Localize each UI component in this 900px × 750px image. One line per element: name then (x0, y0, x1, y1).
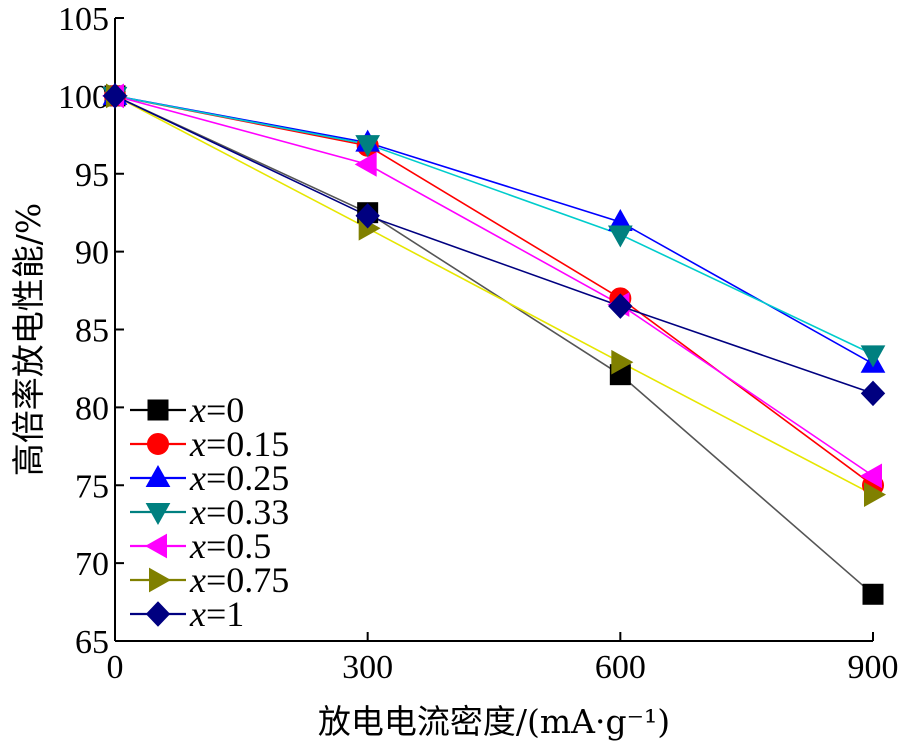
legend-item-4: x=0.5 (130, 526, 271, 566)
legend-label-6: x=1 (189, 594, 244, 634)
series-6-point-3 (860, 380, 886, 407)
legend-label-1: x=0.15 (189, 424, 289, 464)
y-tick-label-90: 90 (75, 235, 109, 272)
legend-label-value-3: =0.33 (206, 492, 289, 532)
series-line-5 (114, 95, 874, 496)
legend-label-value-1: =0.15 (206, 424, 289, 464)
legend-item-2: x=0.25 (130, 458, 289, 498)
legend-item-3: x=0.33 (130, 492, 289, 532)
series-markers (101, 82, 887, 605)
y-tick-label-85: 85 (75, 313, 109, 350)
y-tick-label-70: 70 (75, 546, 109, 583)
legend-marker-1 (147, 433, 169, 455)
series-5-point-2 (611, 349, 634, 375)
legend-label-var-3: x (189, 492, 206, 532)
series-3-point-3 (860, 345, 886, 368)
y-tick-label-105: 105 (58, 1, 109, 38)
legend-marker-0 (147, 399, 169, 421)
legend-marker-4 (144, 533, 167, 559)
y-tick-label-95: 95 (75, 157, 109, 194)
series-6-point-1 (355, 203, 380, 229)
x-tick-label-600: 600 (595, 649, 646, 686)
x-tick-label-900: 900 (848, 649, 899, 686)
legend-label-var-0: x (189, 390, 206, 430)
legend-item-0: x=0 (130, 390, 244, 430)
legend-label-4: x=0.5 (189, 526, 271, 566)
series-line-6 (114, 95, 874, 395)
series-3-point-1 (355, 135, 381, 158)
legend-label-var-5: x (189, 560, 206, 600)
legend-label-5: x=0.75 (189, 560, 289, 600)
x-tick-label-0: 0 (107, 649, 124, 686)
legend: x=0x=0.15x=0.25x=0.33x=0.5x=0.75x=1 (130, 390, 289, 634)
series-line-3 (114, 95, 874, 356)
legend-label-value-5: =0.75 (206, 560, 289, 600)
legend-marker-3 (145, 503, 171, 526)
series-line-2 (114, 95, 874, 365)
legend-label-var-4: x (189, 526, 206, 566)
y-tick-label-75: 75 (75, 468, 109, 505)
series-5-point-3 (864, 482, 887, 507)
series-lines (114, 95, 874, 595)
legend-item-6: x=1 (130, 594, 244, 634)
legend-label-value-6: =1 (206, 594, 244, 634)
series-6-point-2 (608, 293, 633, 319)
legend-label-var-6: x (189, 594, 206, 634)
legend-label-var-1: x (189, 424, 206, 464)
x-tick-label-300: 300 (342, 649, 393, 686)
series-line-4 (114, 95, 874, 477)
legend-marker-2 (145, 464, 171, 487)
legend-marker-5 (149, 567, 172, 593)
y-tick-label-100: 100 (58, 79, 109, 116)
x-axis-label: 放电电流密度/(mA·g⁻¹) (318, 702, 670, 741)
y-tick-label-80: 80 (75, 390, 109, 427)
series-0-point-3 (862, 583, 884, 605)
legend-label-2: x=0.25 (189, 458, 289, 498)
legend-label-3: x=0.33 (189, 492, 289, 532)
y-tick-label-65: 65 (75, 624, 109, 661)
legend-item-5: x=0.75 (130, 560, 289, 600)
legend-label-0: x=0 (189, 390, 244, 430)
legend-label-value-2: =0.25 (206, 458, 289, 498)
series-4-point-3 (859, 463, 882, 489)
series-4-point-1 (354, 152, 377, 177)
legend-label-var-2: x (189, 458, 206, 498)
series-6-point-0 (102, 83, 128, 109)
y-axis-label: 高倍率放电性能/% (9, 203, 48, 476)
legend-marker-6 (145, 601, 171, 627)
series-3-point-2 (607, 225, 633, 248)
legend-label-value-0: =0 (206, 390, 244, 430)
axes: 65 70 75 80 85 90 95 100 105 0 300 600 900 (58, 1, 899, 686)
legend-label-value-4: =0.5 (206, 526, 271, 566)
series-line-0 (114, 95, 874, 595)
legend-item-1: x=0.15 (130, 424, 289, 464)
